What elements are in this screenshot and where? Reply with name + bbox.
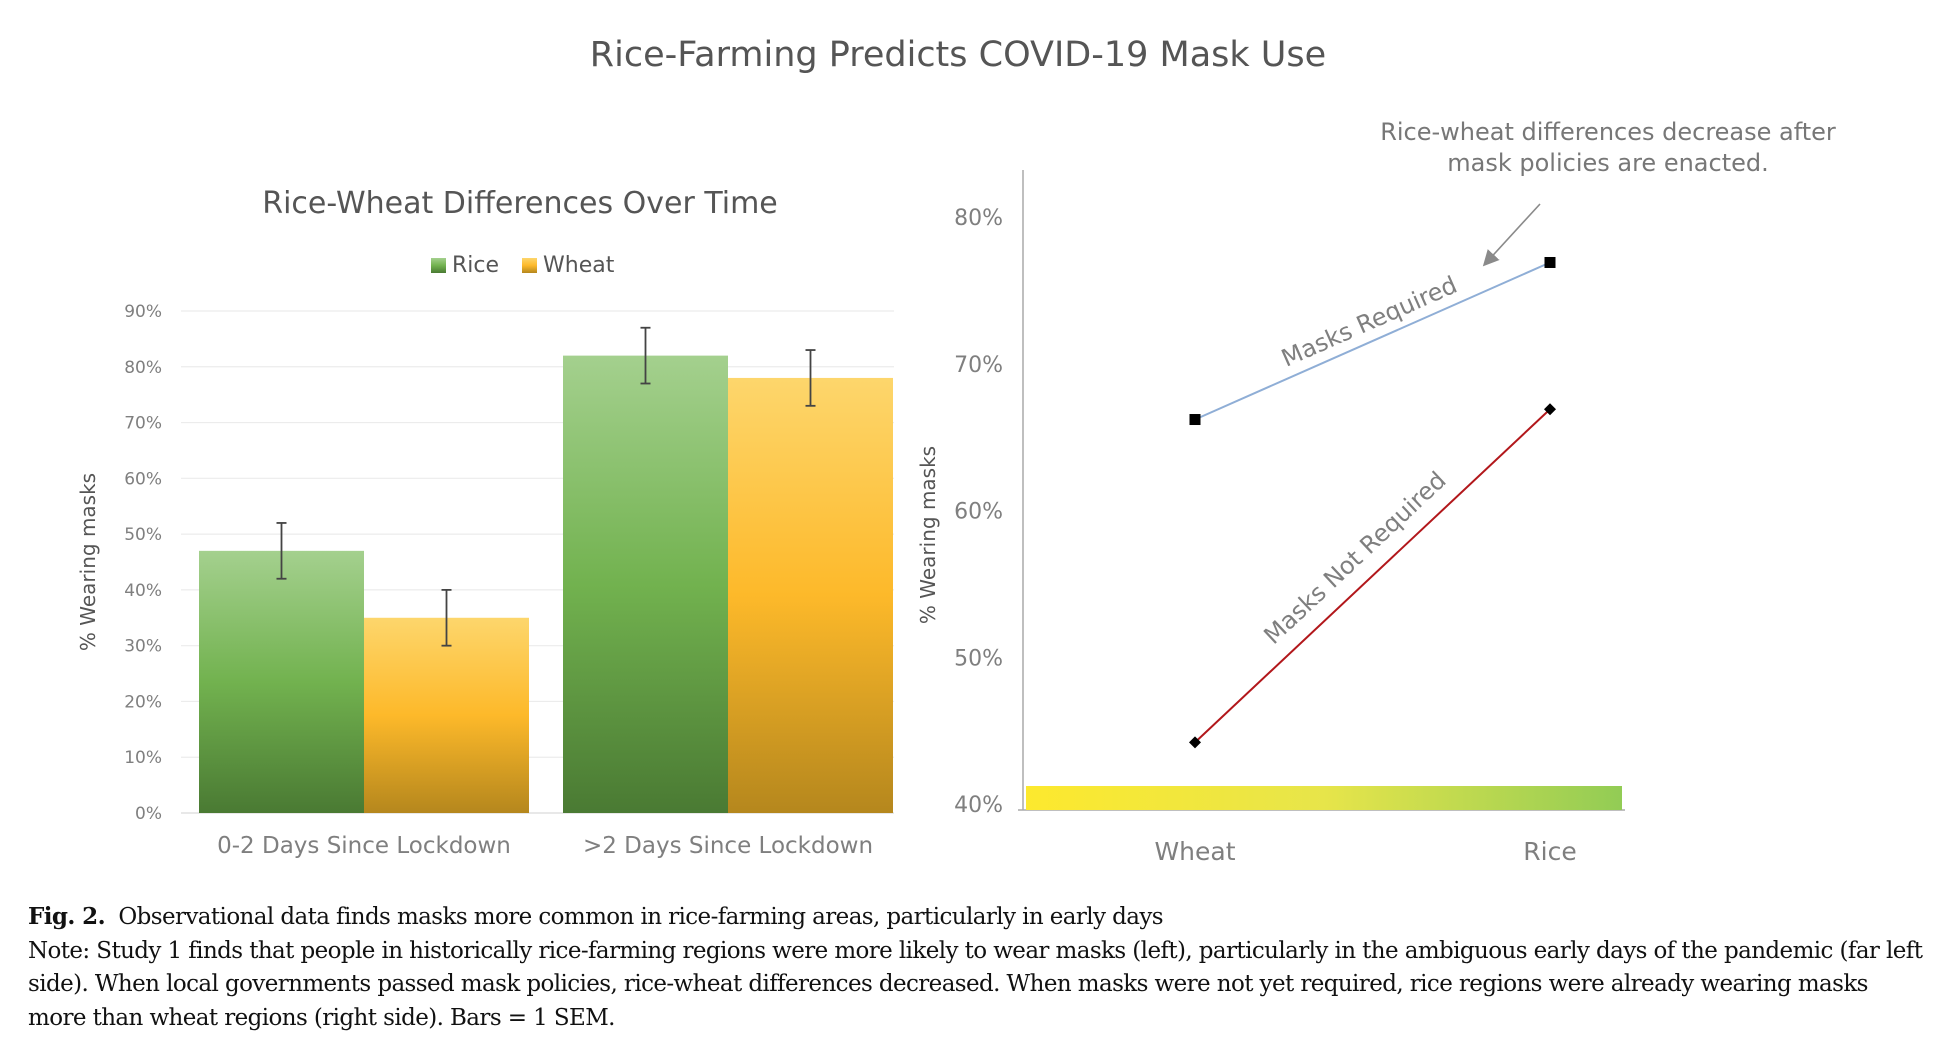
data-point-masks-not-required — [1544, 403, 1556, 416]
y-tick-label: 40% — [124, 581, 162, 601]
bar-wheat — [728, 377, 893, 813]
data-point-masks-not-required — [1189, 736, 1201, 749]
error-bar — [441, 588, 452, 647]
figure-caption: Fig. 2. Observational data finds masks m… — [28, 900, 1928, 1035]
y-tick-label: 50% — [124, 525, 162, 545]
error-bar — [805, 349, 816, 407]
series-label-masks-not-required: Masks Not Required — [1259, 466, 1452, 650]
series-line-masks-required — [1194, 261, 1551, 421]
x-tick-label: >2 Days Since Lockdown — [583, 833, 873, 859]
y-tick-label: 40% — [954, 793, 1003, 818]
y-tick-label: 20% — [124, 692, 162, 712]
y-tick-label: 10% — [124, 748, 162, 768]
y-tick-label: 70% — [954, 353, 1003, 378]
bar-rice — [199, 550, 364, 813]
annotation-line-1: Rice-wheat differences decrease after — [1380, 118, 1836, 146]
bar-chart-y-axis-label: % Wearing masks — [76, 473, 100, 651]
data-point-masks-required — [1544, 256, 1556, 268]
y-tick-label: 90% — [124, 302, 162, 322]
x-tick-label: Rice — [1523, 837, 1576, 866]
figure-title: Rice-Farming Predicts COVID-19 Mask Use — [590, 35, 1326, 75]
legend: Rice Wheat — [431, 253, 615, 278]
x-tick-label: 0-2 Days Since Lockdown — [217, 833, 511, 859]
bar-chart: Rice-Wheat Differences Over Time Rice Wh… — [76, 186, 894, 859]
y-tick-label: 60% — [124, 469, 162, 489]
y-tick-label: 60% — [954, 500, 1003, 525]
caption-label: Fig. 2. — [28, 903, 106, 930]
bar-chart-title: Rice-Wheat Differences Over Time — [262, 186, 778, 221]
error-bar — [640, 326, 651, 385]
figure-canvas: Rice-Farming Predicts COVID-19 Mask Use … — [76, 35, 1836, 866]
baseline-gradient-bar — [1026, 786, 1622, 810]
annotation-arrow — [1482, 203, 1541, 267]
y-tick-label: 30% — [124, 637, 162, 657]
series-line-masks-not-required — [1194, 408, 1551, 744]
caption-note: Note: Study 1 finds that people in histo… — [28, 937, 1923, 1031]
legend-label-wheat: Wheat — [543, 253, 615, 278]
x-tick-label: Wheat — [1154, 837, 1235, 866]
series-label-masks-required: Masks Required — [1277, 271, 1461, 373]
line-chart-y-axis-label: % Wearing masks — [916, 446, 940, 624]
legend-swatch-rice — [431, 258, 446, 273]
y-tick-label: 80% — [954, 206, 1003, 231]
legend-label-rice: Rice — [452, 253, 499, 278]
caption-title: Observational data finds masks more comm… — [118, 904, 1163, 930]
line-chart: 40% 50% 60% 70% 80% % Wearing masks Wheat Ric… — [916, 118, 1836, 866]
y-tick-label: 70% — [124, 414, 162, 434]
bar-rice — [563, 355, 728, 813]
y-tick-label: 80% — [124, 358, 162, 378]
bar-wheat — [364, 617, 529, 813]
annotation-line-2: mask policies are enacted. — [1447, 149, 1769, 177]
data-point-masks-required — [1189, 414, 1201, 426]
y-tick-label: 0% — [135, 804, 162, 824]
error-bar — [276, 522, 287, 580]
y-tick-label: 50% — [954, 646, 1003, 671]
legend-swatch-wheat — [522, 258, 537, 273]
